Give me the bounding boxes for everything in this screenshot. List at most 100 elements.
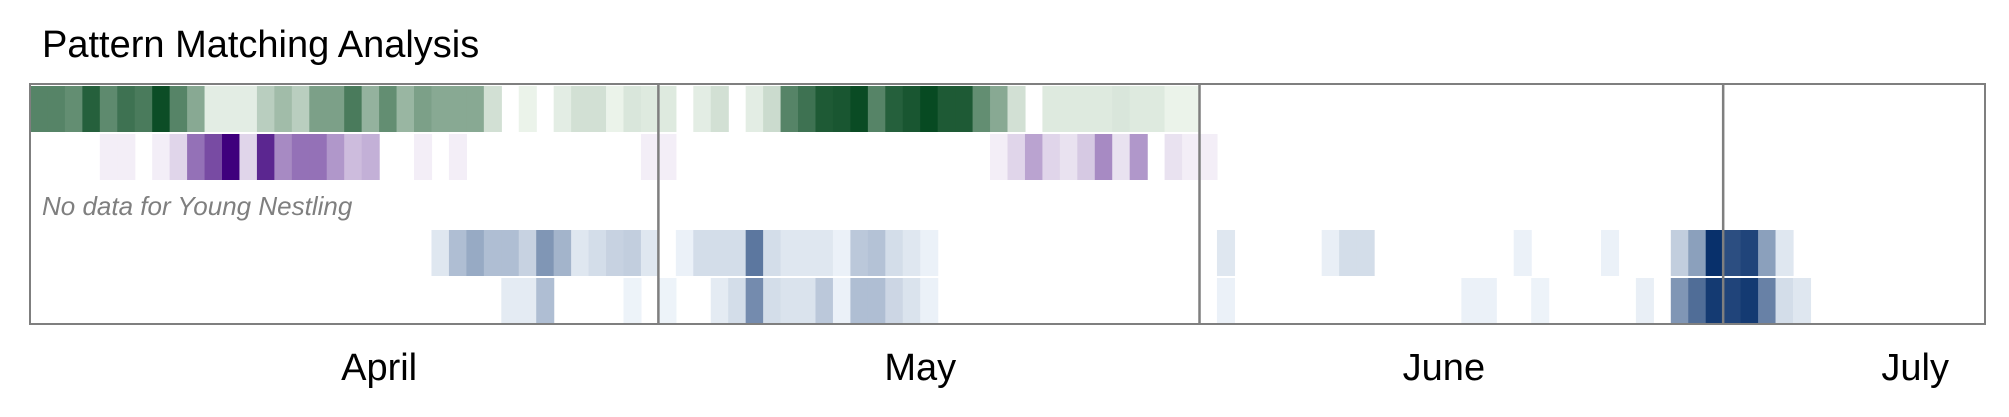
heatmap-cell (867, 230, 886, 276)
heatmap-cell (606, 86, 625, 132)
heatmap-cell (326, 86, 345, 132)
heatmap-cell (274, 134, 293, 180)
heatmap-cell (466, 86, 485, 132)
heatmap-cell (902, 278, 921, 324)
heatmap-cell (675, 230, 694, 276)
heatmap-cell (745, 278, 764, 324)
heatmap-cell (920, 86, 939, 132)
heatmap-cell (640, 86, 659, 132)
heatmap-cell (518, 230, 537, 276)
heatmap-cell (815, 278, 834, 324)
month-label: June (1403, 347, 1485, 389)
heatmap-cell (518, 86, 537, 132)
heatmap-cell (553, 86, 572, 132)
heatmap-cell (920, 230, 939, 276)
heatmap-cell (414, 134, 433, 180)
heatmap-cell (763, 278, 782, 324)
heatmap-cell (815, 230, 834, 276)
heatmap-cell (1688, 230, 1707, 276)
heatmap-cell (867, 86, 886, 132)
heatmap-cell (1321, 230, 1340, 276)
heatmap-cell (256, 86, 275, 132)
heatmap-cell (309, 134, 328, 180)
heatmap-cell (990, 134, 1009, 180)
heatmap-cell (798, 278, 817, 324)
month-label: May (884, 347, 956, 389)
heatmap-cell (47, 86, 66, 132)
heatmap-cell (763, 86, 782, 132)
heatmap-cell (763, 230, 782, 276)
month-labels: April May June July (341, 347, 1949, 389)
no-data-note: No data for Young Nestling (42, 191, 353, 221)
heatmap-cell (885, 278, 904, 324)
heatmap-cell (1216, 278, 1236, 324)
heatmap-cell (798, 230, 817, 276)
heatmap-cell (501, 230, 520, 276)
heatmap-cell (798, 86, 817, 132)
month-label: April (341, 347, 417, 389)
heatmap-cell (832, 86, 852, 132)
heatmap-cell (1112, 134, 1131, 180)
heatmap-cell (204, 86, 223, 132)
heatmap-cell (1688, 278, 1707, 324)
heatmap-cell (1042, 86, 1061, 132)
heatmap-cell (606, 230, 625, 276)
heatmap-cell (379, 86, 398, 132)
plot-frame (29, 83, 1986, 325)
heatmap-cell (867, 278, 886, 324)
heatmap-cell (640, 134, 659, 180)
heatmap-cell (972, 86, 991, 132)
heatmap-cell (693, 230, 712, 276)
heatmap-cell (1129, 86, 1148, 132)
heatmap-cell (780, 230, 799, 276)
heatmap-cell (693, 86, 712, 132)
heatmap-cell (1007, 86, 1026, 132)
heatmap-cell (1182, 134, 1201, 180)
heatmap-cell (1356, 230, 1375, 276)
heatmap-cell (1007, 134, 1026, 180)
heatmap-cell (1461, 278, 1480, 324)
heatmap-cell (483, 86, 502, 132)
month-dividers (657, 84, 1725, 324)
heatmap-cell (745, 86, 764, 132)
heatmap-cell (1792, 278, 1812, 324)
heatmap-cell (448, 86, 467, 132)
heatmap-cell (623, 230, 642, 276)
heatmap-cell (1182, 86, 1201, 132)
heatmap-cell (187, 134, 206, 180)
heatmap-cell (326, 134, 345, 180)
heatmap-cell (1705, 278, 1724, 324)
heatmap-cell (1112, 86, 1131, 132)
heatmap-cell (117, 134, 136, 180)
heatmap-cell (1164, 134, 1183, 180)
heatmap-cell (780, 278, 799, 324)
heatmap-cell (187, 86, 206, 132)
heatmap-cell (256, 134, 275, 180)
heatmap-cell (1059, 134, 1078, 180)
heatmap-cell (1059, 86, 1078, 132)
heatmap-cell (588, 230, 607, 276)
heatmap-cell (291, 86, 310, 132)
heatmap-cell (1531, 278, 1550, 324)
heatmap-cell (902, 86, 921, 132)
heatmap-cell (920, 278, 939, 324)
heatmap-cell (571, 86, 590, 132)
heatmap-cell (431, 230, 450, 276)
heatmap-cell (658, 86, 677, 132)
heatmap-cell (169, 134, 188, 180)
heatmap-cell (501, 278, 520, 324)
heatmap-cell (745, 230, 764, 276)
heatmap-cell (82, 86, 101, 132)
heatmap-cell (937, 86, 956, 132)
heatmap-cell (239, 86, 258, 132)
heatmap-cell (291, 134, 310, 180)
heatmap-cell (588, 86, 607, 132)
heatmap-cell (832, 278, 852, 324)
heatmap-cell (518, 278, 537, 324)
heatmap-cell (536, 278, 555, 324)
heatmap-cell (1077, 134, 1096, 180)
heatmap-cell (990, 86, 1009, 132)
chart-title: Pattern Matching Analysis (42, 24, 479, 66)
heatmap-cell (30, 86, 49, 132)
